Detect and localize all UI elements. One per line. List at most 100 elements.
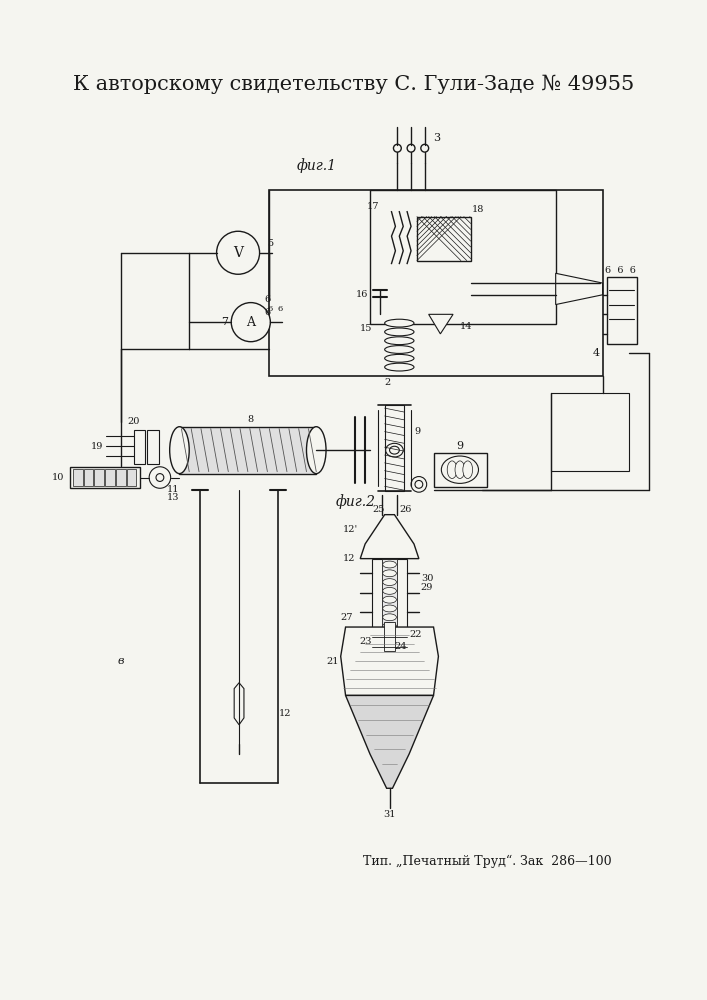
Text: 15: 15	[360, 324, 372, 333]
Text: 2: 2	[385, 378, 391, 387]
Bar	[83, 469, 93, 486]
Circle shape	[421, 144, 428, 152]
Ellipse shape	[382, 561, 397, 568]
Circle shape	[231, 303, 270, 342]
Text: 27: 27	[340, 613, 352, 622]
Text: A: A	[246, 316, 255, 329]
Text: фиг.1: фиг.1	[296, 158, 337, 173]
Ellipse shape	[382, 614, 397, 621]
Ellipse shape	[385, 354, 414, 362]
Bar	[70, 467, 141, 488]
Ellipse shape	[390, 446, 399, 454]
Text: 18: 18	[472, 205, 484, 214]
Text: 14: 14	[460, 322, 472, 331]
Text: 17: 17	[367, 202, 380, 211]
Text: V: V	[233, 246, 243, 260]
Text: 16: 16	[356, 290, 368, 299]
Bar	[372, 559, 407, 632]
Bar	[269, 190, 602, 376]
Text: 3: 3	[433, 133, 440, 143]
Text: в: в	[117, 656, 124, 666]
Bar	[433, 453, 487, 487]
Ellipse shape	[385, 363, 414, 371]
Circle shape	[216, 231, 259, 274]
Text: 22: 22	[409, 630, 421, 639]
Circle shape	[156, 474, 164, 481]
Bar	[384, 622, 395, 651]
Circle shape	[407, 144, 415, 152]
Ellipse shape	[385, 328, 414, 336]
Polygon shape	[234, 683, 244, 725]
Bar	[551, 393, 629, 471]
Bar	[105, 469, 115, 486]
Ellipse shape	[307, 427, 326, 474]
Ellipse shape	[385, 443, 403, 457]
Ellipse shape	[170, 427, 189, 474]
Text: 19: 19	[91, 442, 103, 451]
Text: 29: 29	[421, 583, 433, 592]
Text: 11: 11	[167, 485, 180, 494]
Text: фиг.2: фиг.2	[336, 495, 376, 509]
Ellipse shape	[385, 337, 414, 345]
Text: 9: 9	[414, 427, 420, 436]
Text: 6: 6	[268, 305, 273, 313]
Ellipse shape	[382, 605, 397, 612]
Ellipse shape	[382, 596, 397, 603]
Ellipse shape	[382, 570, 397, 577]
Polygon shape	[361, 515, 419, 559]
Ellipse shape	[415, 480, 423, 488]
Bar	[73, 469, 83, 486]
Text: 23: 23	[359, 637, 372, 646]
Text: 6: 6	[264, 308, 270, 317]
Ellipse shape	[385, 346, 414, 353]
Ellipse shape	[441, 456, 479, 483]
Bar	[382, 559, 397, 632]
Text: 4: 4	[592, 348, 600, 358]
Text: 30: 30	[421, 574, 433, 583]
Ellipse shape	[382, 587, 397, 594]
Text: 20: 20	[127, 417, 140, 426]
Ellipse shape	[463, 461, 472, 479]
Text: 8: 8	[247, 415, 254, 424]
Bar	[147, 430, 159, 464]
Bar	[116, 469, 126, 486]
Bar	[370, 190, 556, 324]
Ellipse shape	[382, 623, 397, 629]
Ellipse shape	[448, 461, 457, 479]
Text: 6: 6	[264, 295, 270, 304]
Polygon shape	[346, 695, 433, 788]
Text: 7: 7	[221, 317, 228, 327]
Ellipse shape	[455, 461, 464, 479]
Text: 10: 10	[52, 473, 64, 482]
Bar	[180, 427, 316, 474]
Text: 6: 6	[277, 305, 283, 313]
Circle shape	[149, 467, 170, 488]
Text: Тип. „Печатный Труд“. Зак  286—100: Тип. „Печатный Труд“. Зак 286—100	[363, 855, 612, 868]
Text: 9: 9	[456, 441, 464, 451]
Bar	[127, 469, 136, 486]
Bar	[607, 277, 637, 344]
Text: 24: 24	[395, 642, 407, 651]
Polygon shape	[428, 314, 453, 334]
Text: 12: 12	[279, 709, 291, 718]
Ellipse shape	[385, 319, 414, 327]
Bar	[134, 430, 145, 464]
Text: 5: 5	[267, 239, 274, 248]
Circle shape	[394, 144, 402, 152]
Text: 25: 25	[373, 505, 385, 514]
Bar	[95, 469, 104, 486]
Bar	[417, 217, 471, 261]
Ellipse shape	[411, 477, 427, 492]
Text: 21: 21	[326, 657, 339, 666]
Text: 31: 31	[383, 810, 396, 819]
Text: К авторскому свидетельству С. Гули-Заде № 49955: К авторскому свидетельству С. Гули-Заде …	[73, 75, 634, 94]
Text: 12: 12	[343, 554, 356, 563]
Text: 26: 26	[399, 505, 411, 514]
Text: 6  6  6: 6 6 6	[604, 266, 636, 275]
Polygon shape	[556, 273, 602, 305]
Text: 12': 12'	[343, 525, 358, 534]
Polygon shape	[341, 627, 438, 695]
Bar	[385, 405, 404, 491]
Text: 13: 13	[167, 493, 180, 502]
Ellipse shape	[382, 579, 397, 586]
